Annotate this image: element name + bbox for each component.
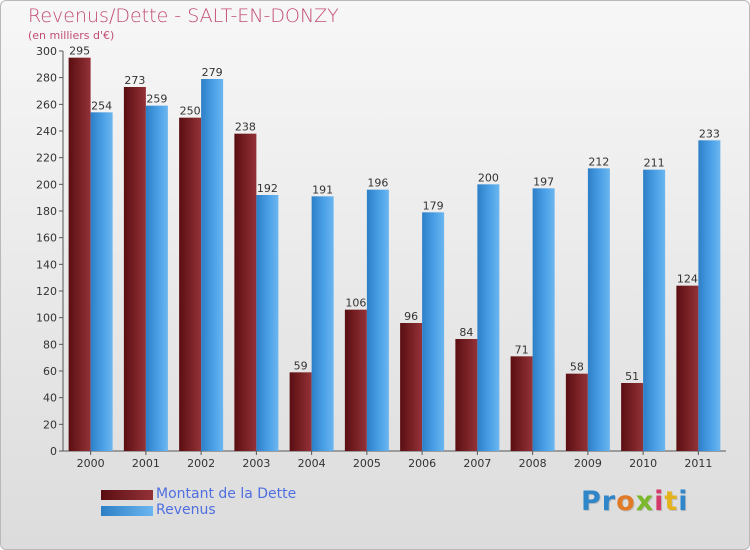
x-tick-label: 2004 bbox=[298, 457, 326, 470]
y-tick-label: 20 bbox=[43, 418, 57, 431]
bar-revenus bbox=[477, 184, 500, 452]
logo-letter: P bbox=[581, 486, 602, 517]
x-tick-label: 2003 bbox=[242, 457, 270, 470]
chart-subtitle: (en milliers d'€) bbox=[28, 29, 115, 42]
value-label-dette: 106 bbox=[345, 297, 366, 310]
bar-revenus bbox=[698, 140, 721, 452]
x-tick-label: 2005 bbox=[353, 457, 381, 470]
bar-revenus bbox=[90, 112, 113, 451]
value-label-revenus: 200 bbox=[478, 171, 499, 184]
logo-letter: x bbox=[635, 486, 655, 517]
y-tick-label: 160 bbox=[36, 232, 57, 245]
value-label-revenus: 211 bbox=[644, 157, 665, 170]
y-tick-label: 100 bbox=[36, 312, 57, 325]
y-tick-label: 280 bbox=[36, 72, 57, 85]
value-label-revenus: 191 bbox=[312, 183, 333, 196]
y-tick-label: 0 bbox=[50, 445, 57, 458]
legend-swatch-revenus bbox=[101, 506, 153, 516]
bar-revenus bbox=[643, 169, 666, 451]
bar-dette bbox=[676, 285, 699, 451]
y-tick-label: 260 bbox=[36, 98, 57, 111]
logo-letter: i bbox=[654, 486, 665, 517]
value-label-revenus: 254 bbox=[91, 99, 112, 112]
x-tick-label: 2008 bbox=[519, 457, 547, 470]
value-label-revenus: 259 bbox=[146, 93, 167, 106]
bar-dette bbox=[179, 117, 202, 452]
bar-dette bbox=[289, 372, 312, 451]
x-tick-label: 2002 bbox=[187, 457, 215, 470]
chart-title: Revenus/Dette - SALT-EN-DONZY bbox=[28, 5, 339, 27]
y-tick-label: 60 bbox=[43, 365, 57, 378]
legend-label-dette: Montant de la Dette bbox=[156, 486, 297, 502]
bar-dette bbox=[400, 323, 423, 451]
bar-dette bbox=[344, 309, 367, 451]
y-tick-label: 240 bbox=[36, 125, 57, 138]
value-label-revenus: 179 bbox=[423, 199, 444, 212]
value-label-dette: 273 bbox=[124, 74, 145, 87]
logo-letter: o bbox=[616, 486, 636, 517]
value-label-dette: 58 bbox=[570, 361, 584, 374]
value-label-dette: 124 bbox=[677, 273, 698, 286]
axes: 0 20 40 60 80 100 120 140 160 180 200 220 240 260 280 3… bbox=[36, 45, 726, 470]
x-tick-label: 2010 bbox=[629, 457, 657, 470]
x-tick-label: 2006 bbox=[408, 457, 436, 470]
value-label-revenus: 192 bbox=[257, 182, 278, 195]
logo-letter: i bbox=[678, 486, 689, 517]
value-label-revenus: 196 bbox=[367, 177, 388, 190]
proxiti-logo: Proxiti bbox=[581, 486, 689, 517]
bar-revenus bbox=[366, 189, 389, 451]
value-label-dette: 51 bbox=[625, 370, 639, 383]
x-tick-label: 2007 bbox=[463, 457, 491, 470]
y-tick-label: 300 bbox=[36, 45, 57, 58]
y-tick-label: 40 bbox=[43, 392, 57, 405]
bar-revenus bbox=[256, 195, 279, 451]
value-label-dette: 96 bbox=[404, 310, 418, 323]
x-tick-label: 2011 bbox=[684, 457, 712, 470]
bar-dette bbox=[565, 373, 588, 451]
y-tick-label: 220 bbox=[36, 152, 57, 165]
x-tick-label: 2009 bbox=[574, 457, 602, 470]
bar-dette bbox=[510, 356, 533, 451]
bars bbox=[68, 57, 721, 452]
bar-dette bbox=[123, 87, 146, 451]
y-tick-label: 180 bbox=[36, 205, 57, 218]
bar-revenus bbox=[422, 212, 445, 451]
bar-dette bbox=[455, 339, 478, 451]
y-tick-label: 80 bbox=[43, 338, 57, 351]
value-label-revenus: 212 bbox=[588, 155, 609, 168]
y-tick-label: 120 bbox=[36, 285, 57, 298]
bar-revenus bbox=[587, 168, 610, 452]
bar-revenus bbox=[532, 188, 555, 452]
bar-revenus bbox=[145, 105, 168, 452]
legend-label-revenus: Revenus bbox=[156, 502, 216, 518]
value-label-dette: 71 bbox=[515, 343, 529, 356]
x-tick-label: 2000 bbox=[77, 457, 105, 470]
bar-dette bbox=[68, 57, 91, 452]
logo-letter: t bbox=[664, 486, 679, 517]
bar-revenus bbox=[311, 196, 334, 451]
value-label-revenus: 197 bbox=[533, 175, 554, 188]
value-label-dette: 238 bbox=[235, 121, 256, 134]
value-label-dette: 295 bbox=[69, 45, 90, 58]
y-tick-label: 140 bbox=[36, 258, 57, 271]
legend-swatch-dette bbox=[101, 490, 153, 500]
bar-dette bbox=[234, 133, 257, 451]
value-label-revenus: 233 bbox=[699, 127, 720, 140]
x-tick-label: 2001 bbox=[132, 457, 160, 470]
value-label-revenus: 279 bbox=[202, 66, 223, 79]
bar-dette bbox=[621, 383, 644, 451]
value-label-dette: 250 bbox=[180, 105, 201, 118]
value-label-dette: 59 bbox=[294, 359, 308, 372]
logo-letter: r bbox=[601, 486, 617, 517]
bar-revenus bbox=[201, 79, 224, 451]
y-tick-label: 200 bbox=[36, 178, 57, 191]
value-label-dette: 84 bbox=[459, 326, 473, 339]
